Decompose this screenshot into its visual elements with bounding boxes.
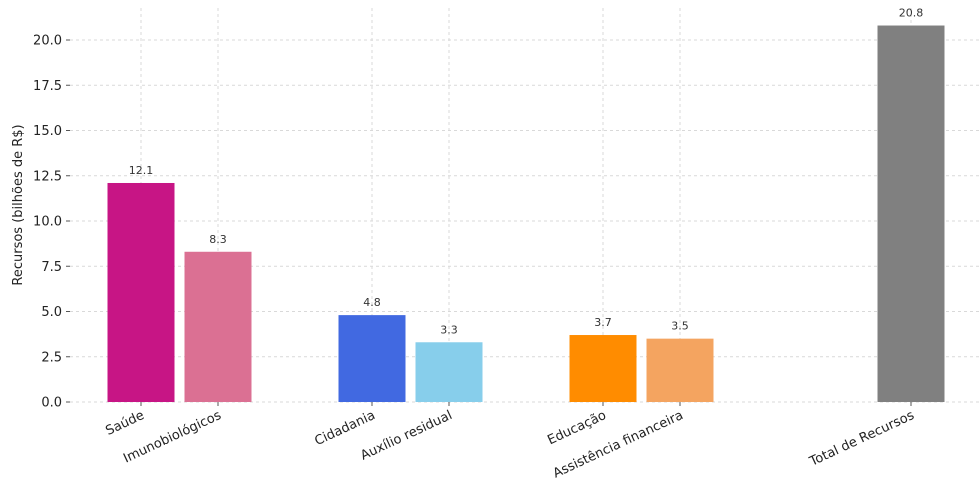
y-tick-label: 10.0 xyxy=(33,215,62,230)
bar-value-label: 3.3 xyxy=(440,323,458,336)
y-tick-label: 7.5 xyxy=(41,260,62,275)
y-axis-ticks: 0.0 2.5 5.0 7.5 10.0 12.5 15.0 17.5 20.0 xyxy=(33,34,70,411)
bar xyxy=(415,342,483,402)
y-axis-label: Recursos (bilhões de R$) xyxy=(11,124,26,285)
bar-value-label: 4.8 xyxy=(363,296,381,309)
bar xyxy=(338,315,406,402)
y-tick-label: 5.0 xyxy=(41,305,62,320)
bar-value-label: 3.7 xyxy=(594,316,612,329)
y-tick-label: 15.0 xyxy=(33,124,62,139)
x-tick-label: Cidadania xyxy=(312,408,377,449)
x-tick-label: Total de Recursos xyxy=(807,408,917,470)
bar-value-label: 3.5 xyxy=(671,320,689,333)
y-tick-label: 20.0 xyxy=(33,34,62,49)
bar xyxy=(184,251,252,402)
bar-value-label: 20.8 xyxy=(899,7,924,20)
bars: 12.1 8.3 4.8 3.3 3.7 3.5 20.8 xyxy=(107,7,945,403)
y-tick-label: 2.5 xyxy=(41,350,62,365)
bar xyxy=(646,338,714,402)
y-tick-label: 12.5 xyxy=(33,169,62,184)
bar xyxy=(107,182,175,402)
x-tick-label: Educação xyxy=(545,408,608,448)
bar-value-label: 12.1 xyxy=(129,164,154,177)
x-tick-label: Saúde xyxy=(103,408,146,439)
x-tick-label: Assistência financeira xyxy=(551,408,686,481)
bar-value-label: 8.3 xyxy=(209,233,227,246)
y-tick-label: 0.0 xyxy=(41,396,62,411)
bar xyxy=(569,335,637,402)
bar xyxy=(877,25,945,403)
y-tick-label: 17.5 xyxy=(33,79,62,94)
